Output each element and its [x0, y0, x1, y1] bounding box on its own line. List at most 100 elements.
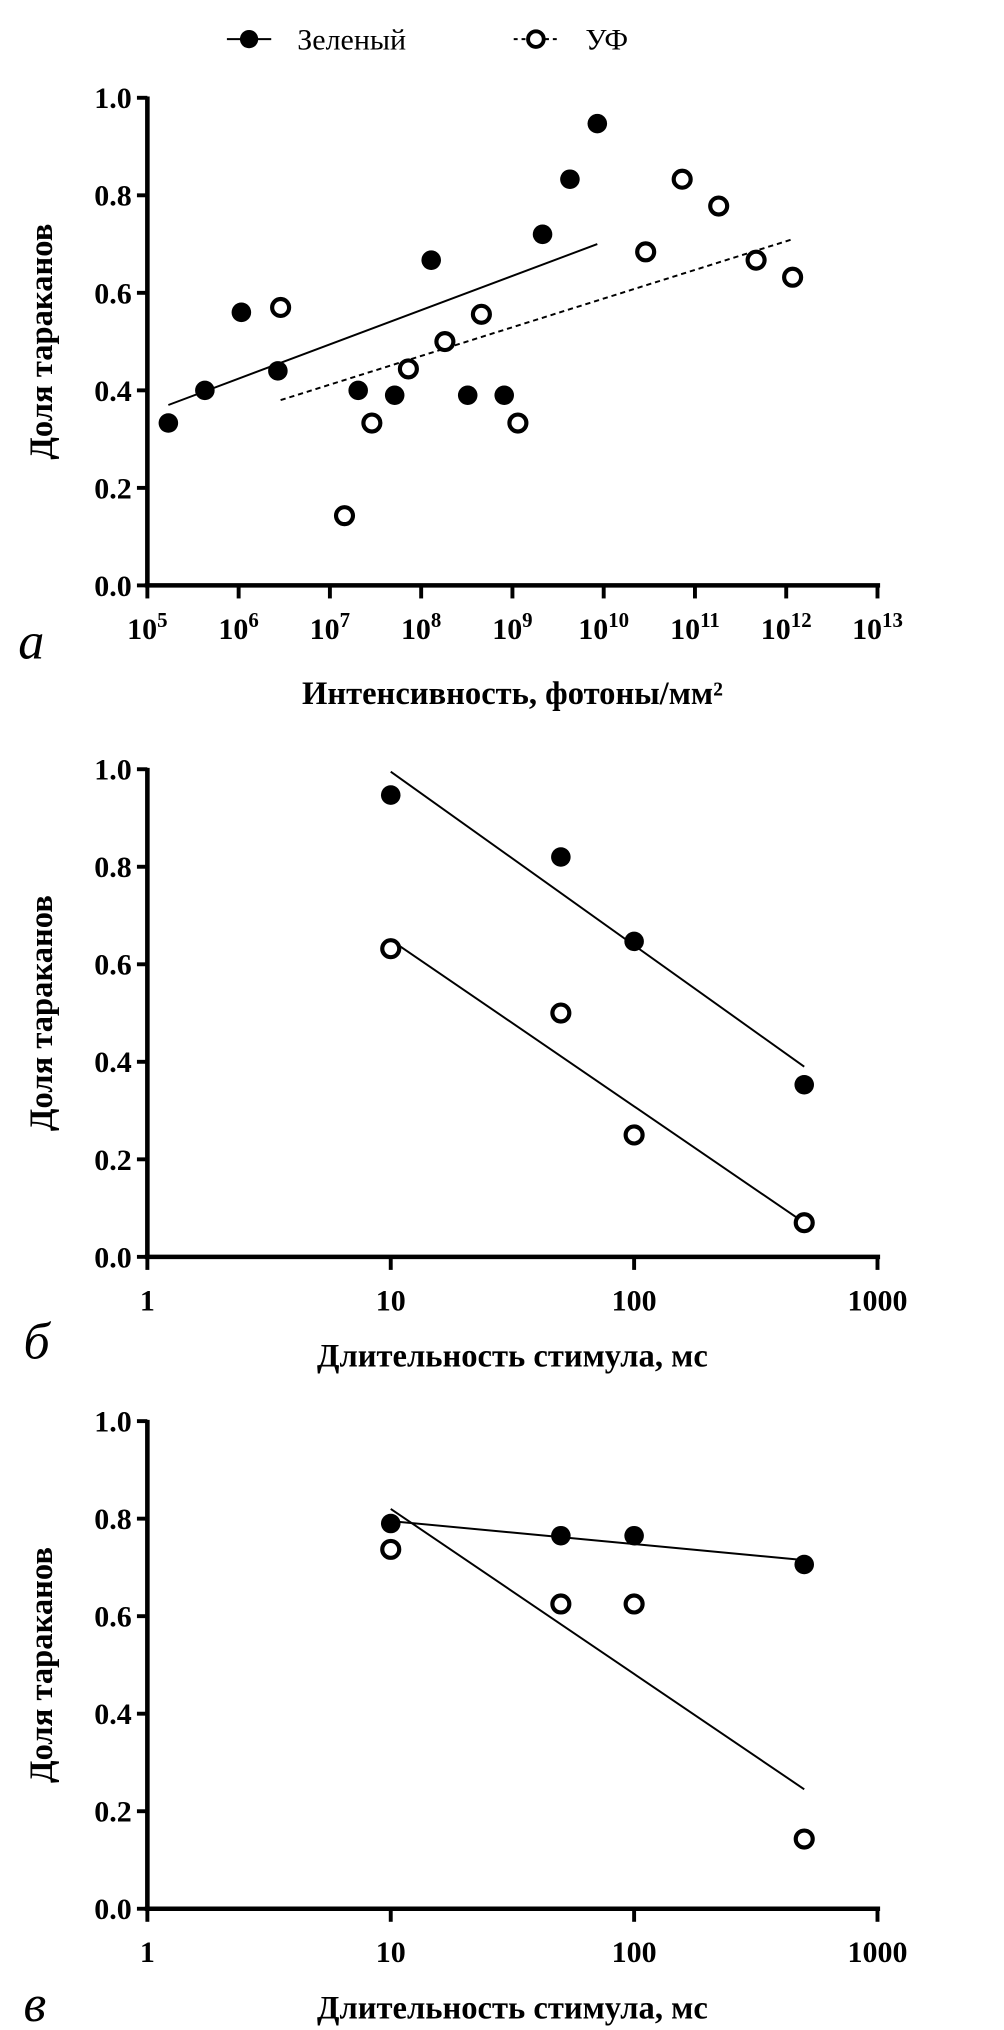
data-point-open — [434, 331, 456, 353]
fit-line — [390, 939, 805, 1224]
x-tick-label: 105 — [127, 608, 167, 646]
legend-filled-circle-icon — [239, 29, 259, 49]
x-tick-label: 10 — [376, 1936, 406, 1969]
series-green — [158, 113, 608, 433]
fit-line — [390, 1520, 805, 1562]
y-tick-label: 0.6 — [94, 949, 131, 982]
chart-panel-2: 0.0 0.2 0.4 0.6 0.8 1.0 1 10 100 1000 Длительность… — [24, 754, 908, 1375]
x-tick-label: 1012 — [761, 608, 812, 646]
y-tick-label: 0.2 — [94, 1144, 131, 1177]
legend-item-green: Зеленый — [226, 24, 406, 57]
data-point-filled — [794, 1074, 815, 1095]
data-point-open — [397, 358, 419, 380]
y-tick-label: 1.0 — [94, 82, 131, 115]
y-tick-label: 0.8 — [94, 1503, 131, 1536]
data-point-open — [782, 266, 804, 288]
data-point-filled — [457, 385, 478, 406]
data-point-filled — [348, 380, 368, 401]
legend-open-circle-icon — [526, 29, 546, 49]
data-point-open — [380, 938, 402, 960]
data-point-filled — [551, 847, 571, 867]
data-point-open — [470, 303, 492, 325]
x-tick-label: 1011 — [670, 608, 720, 646]
data-point-open — [623, 1124, 645, 1146]
data-point-open — [550, 1002, 572, 1024]
series-green — [380, 770, 815, 1095]
data-point-open — [623, 1593, 645, 1615]
y-tick-label: 0.6 — [94, 277, 131, 310]
y-tick-label: 0.0 — [94, 1241, 131, 1274]
data-point-open — [361, 412, 383, 434]
chart-panel-3: 0.0 0.2 0.4 0.6 0.8 1.0 1 10 100 1000 Длительность… — [24, 1406, 908, 2030]
series-uv — [270, 168, 804, 527]
legend-label-green: Зеленый — [297, 24, 406, 57]
x-tick-label: 1 — [140, 1284, 155, 1317]
data-point-open — [380, 1538, 402, 1560]
x-tick-label: 107 — [310, 608, 350, 646]
data-point-filled — [384, 385, 405, 406]
data-point-open — [635, 241, 657, 263]
panel-label: в — [24, 1976, 47, 2030]
x-axis-label: Длительность стимула, мс — [317, 1338, 708, 1374]
data-point-filled — [587, 113, 608, 134]
data-point-filled — [380, 1513, 401, 1534]
y-tick-label: 0.0 — [94, 570, 131, 603]
y-tick-label: 0.2 — [94, 472, 131, 505]
data-point-open — [671, 168, 693, 190]
x-axis-label: Длительность стимула, мс — [317, 1990, 708, 2026]
data-point-filled — [494, 385, 514, 406]
chart-panel-1: 0.0 0.2 0.4 0.6 0.8 1.0 105 106 107 108 109 1010 101… — [18, 82, 903, 712]
y-tick-label: 0.0 — [94, 1893, 131, 1926]
data-point-open — [507, 412, 529, 434]
y-tick-label: 1.0 — [94, 1406, 131, 1439]
data-point-open — [793, 1212, 815, 1234]
data-point-open — [550, 1593, 572, 1615]
y-tick-label: 0.6 — [94, 1601, 131, 1634]
data-point-filled — [158, 413, 179, 433]
y-tick-label: 0.2 — [94, 1796, 131, 1829]
x-axis-label: Интенсивность, фотоны/мм² — [302, 676, 723, 712]
data-point-open — [270, 296, 292, 319]
fit-line — [168, 243, 598, 406]
data-point-filled — [421, 250, 441, 270]
data-point-filled — [551, 1525, 571, 1546]
fit-line — [280, 238, 793, 402]
panel-label: б — [24, 1314, 52, 1371]
x-tick-label: 108 — [401, 608, 441, 646]
x-tick-label: 106 — [218, 608, 258, 646]
series-green — [380, 1513, 815, 1575]
panel-label: а — [18, 613, 44, 670]
data-point-filled — [624, 931, 644, 952]
data-point-filled — [268, 361, 288, 381]
data-point-filled — [624, 1525, 644, 1546]
legend-label-uv: УФ — [585, 24, 628, 57]
fit-line — [390, 1508, 805, 1791]
y-axis-label: Доля тараканов — [24, 224, 60, 460]
x-tick-label: 100 — [612, 1936, 657, 1969]
y-tick-label: 0.8 — [94, 180, 131, 213]
data-point-filled — [560, 169, 580, 189]
data-point-open — [793, 1828, 815, 1850]
data-point-filled — [380, 785, 401, 805]
y-tick-label: 0.4 — [94, 375, 131, 408]
x-tick-label: 10 — [376, 1284, 406, 1317]
fit-line — [390, 770, 805, 1068]
x-tick-label: 1013 — [852, 608, 903, 646]
x-tick-label: 1000 — [848, 1284, 908, 1317]
series-uv — [380, 938, 815, 1234]
data-point-filled — [794, 1554, 815, 1575]
series-uv — [380, 1508, 815, 1850]
y-axis-label: Доля тараканов — [24, 895, 60, 1131]
data-point-filled — [231, 302, 252, 323]
y-tick-label: 0.8 — [94, 851, 131, 884]
legend: Зеленый УФ — [226, 24, 628, 57]
x-tick-label: 1010 — [578, 608, 629, 646]
data-point-open — [708, 195, 730, 217]
x-tick-label: 109 — [492, 608, 532, 646]
x-tick-label: 1000 — [848, 1936, 908, 1969]
y-axis-label: Доля тараканов — [24, 1547, 60, 1783]
x-tick-label: 1 — [140, 1936, 155, 1969]
legend-item-uv: УФ — [513, 24, 628, 57]
data-point-filled — [195, 380, 215, 401]
